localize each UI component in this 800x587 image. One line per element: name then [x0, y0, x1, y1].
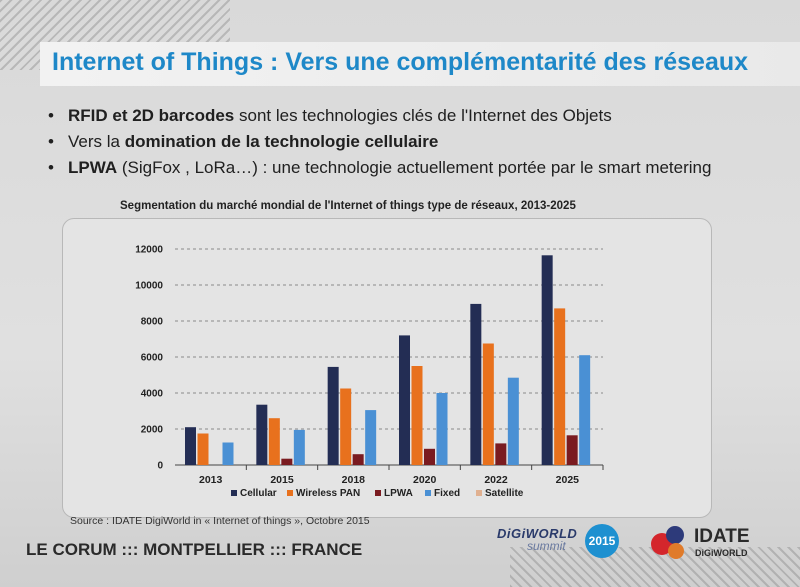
bullet-dot: •: [48, 158, 54, 177]
bullet-dot: •: [48, 106, 54, 125]
idate-sub: DiGiWORLD: [695, 548, 748, 558]
bar-cellular-2013: [185, 427, 196, 465]
bar-cellular-2025: [541, 255, 553, 465]
bullet-item-rfid: • RFID et 2D barcodes sont les technologi…: [48, 103, 711, 129]
bar-wireless-pan-2018: [340, 388, 352, 465]
y-tick-label: 4000: [141, 389, 164, 400]
x-tick-label: 2025: [556, 474, 580, 486]
y-tick-label: 2000: [141, 425, 164, 436]
bullet-item-cellular: • Vers la domination de la technologie ce…: [48, 129, 711, 155]
decorative-stripes-bottom: [510, 547, 800, 587]
legend-swatch: [425, 490, 431, 496]
legend-label: Satellite: [485, 488, 524, 499]
x-tick-label: 2018: [342, 474, 366, 486]
bar-fixed-2013: [222, 442, 234, 465]
y-tick-label: 12000: [135, 245, 163, 256]
title-band: [40, 42, 800, 86]
digiworld-name: DiGiWORLD: [497, 526, 578, 541]
bar-lpwa-2025: [566, 435, 578, 465]
bar-wireless-pan-2013: [197, 433, 209, 465]
legend-swatch: [287, 490, 293, 496]
legend-label: Wireless PAN: [296, 488, 360, 499]
legend-swatch: [231, 490, 237, 496]
chart-frame: 0 2000 4000 6000 8000 10000 12000 2013 2015 2018 2…: [62, 218, 712, 518]
bar-wireless-pan-2020: [411, 366, 423, 465]
bar-fixed-2018: [365, 410, 377, 465]
bar-wireless-pan-2015: [268, 418, 280, 465]
chart-title: Segmentation du marché mondial de l'Inte…: [120, 200, 576, 212]
slide-title: Internet of Things : Vers une complément…: [52, 48, 749, 76]
bullet-dot: •: [48, 132, 54, 151]
bullet-list: • RFID et 2D barcodes sont les technologi…: [48, 103, 711, 181]
y-tick-label: 6000: [141, 353, 164, 364]
idate-name: IDATE: [694, 526, 750, 547]
bar-cellular-2015: [256, 404, 268, 465]
bar-lpwa-2015: [281, 458, 293, 465]
legend-label: Fixed: [434, 488, 460, 499]
bullet-bold: LPWA: [68, 158, 118, 177]
bullet-text: (SigFox , LoRa…) : une technologie actue…: [117, 158, 712, 177]
y-tick-label: 0: [157, 461, 163, 472]
bar-lpwa-2018: [352, 454, 364, 465]
digiworld-year-badge: 2015: [585, 524, 619, 558]
bar-fixed-2022: [507, 377, 519, 465]
bullet-item-lpwa: • LPWA (SigFox , LoRa…) : une technologie…: [48, 155, 711, 181]
bar-wireless-pan-2022: [482, 343, 494, 465]
legend-swatch: [476, 490, 482, 496]
bar-wireless-pan-2025: [554, 308, 566, 465]
x-tick-label: 2020: [413, 474, 437, 486]
legend-swatch: [375, 490, 381, 496]
idate-logo: IDATE DiGiWORLD: [650, 522, 770, 562]
x-tick-label: 2022: [484, 474, 508, 486]
y-tick-label: 10000: [135, 281, 163, 292]
bar-fixed-2015: [293, 429, 305, 465]
idate-circles-icon: [651, 526, 684, 559]
y-tick-label: 8000: [141, 317, 164, 328]
bullet-bold: domination de la technologie cellulaire: [124, 132, 439, 151]
bar-fixed-2020: [436, 393, 448, 465]
legend-label: Cellular: [240, 488, 277, 499]
x-tick-label: 2013: [199, 474, 223, 486]
digiworld-summit: summit: [527, 539, 566, 553]
bullet-text: Vers la: [68, 132, 125, 151]
bar-cellular-2018: [327, 366, 339, 465]
bullet-bold: RFID et 2D barcodes: [68, 106, 235, 125]
x-tick-label: 2015: [270, 474, 294, 486]
footer-location: LE CORUM ::: MONTPELLIER ::: FRANCE: [26, 540, 363, 559]
bullet-text: sont les technologies clés de l'Internet…: [234, 106, 612, 125]
source-note: Source : IDATE DigiWorld in « Internet o…: [70, 515, 370, 527]
bar-cellular-2022: [470, 303, 482, 465]
bar-lpwa-2020: [424, 448, 435, 465]
digiworld-logo: DiGiWORLD summit 2015: [497, 522, 622, 562]
bar-lpwa-2022: [495, 443, 507, 465]
bar-chart: 0 2000 4000 6000 8000 10000 12000 2013 2015 2018 2…: [135, 245, 604, 499]
legend-label: LPWA: [384, 488, 413, 499]
bar-cellular-2020: [399, 335, 410, 465]
bar-fixed-2025: [579, 355, 591, 465]
